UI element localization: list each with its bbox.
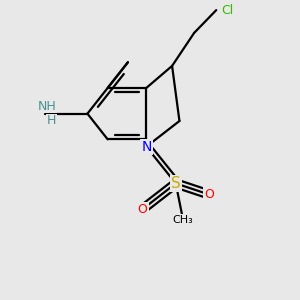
Text: NH: NH <box>38 100 56 113</box>
Text: O: O <box>138 202 148 216</box>
Text: H: H <box>47 115 56 128</box>
Text: O: O <box>204 188 214 201</box>
Text: N: N <box>141 140 152 154</box>
Text: Cl: Cl <box>221 4 233 17</box>
Text: S: S <box>171 176 181 191</box>
Text: CH₃: CH₃ <box>173 215 194 225</box>
